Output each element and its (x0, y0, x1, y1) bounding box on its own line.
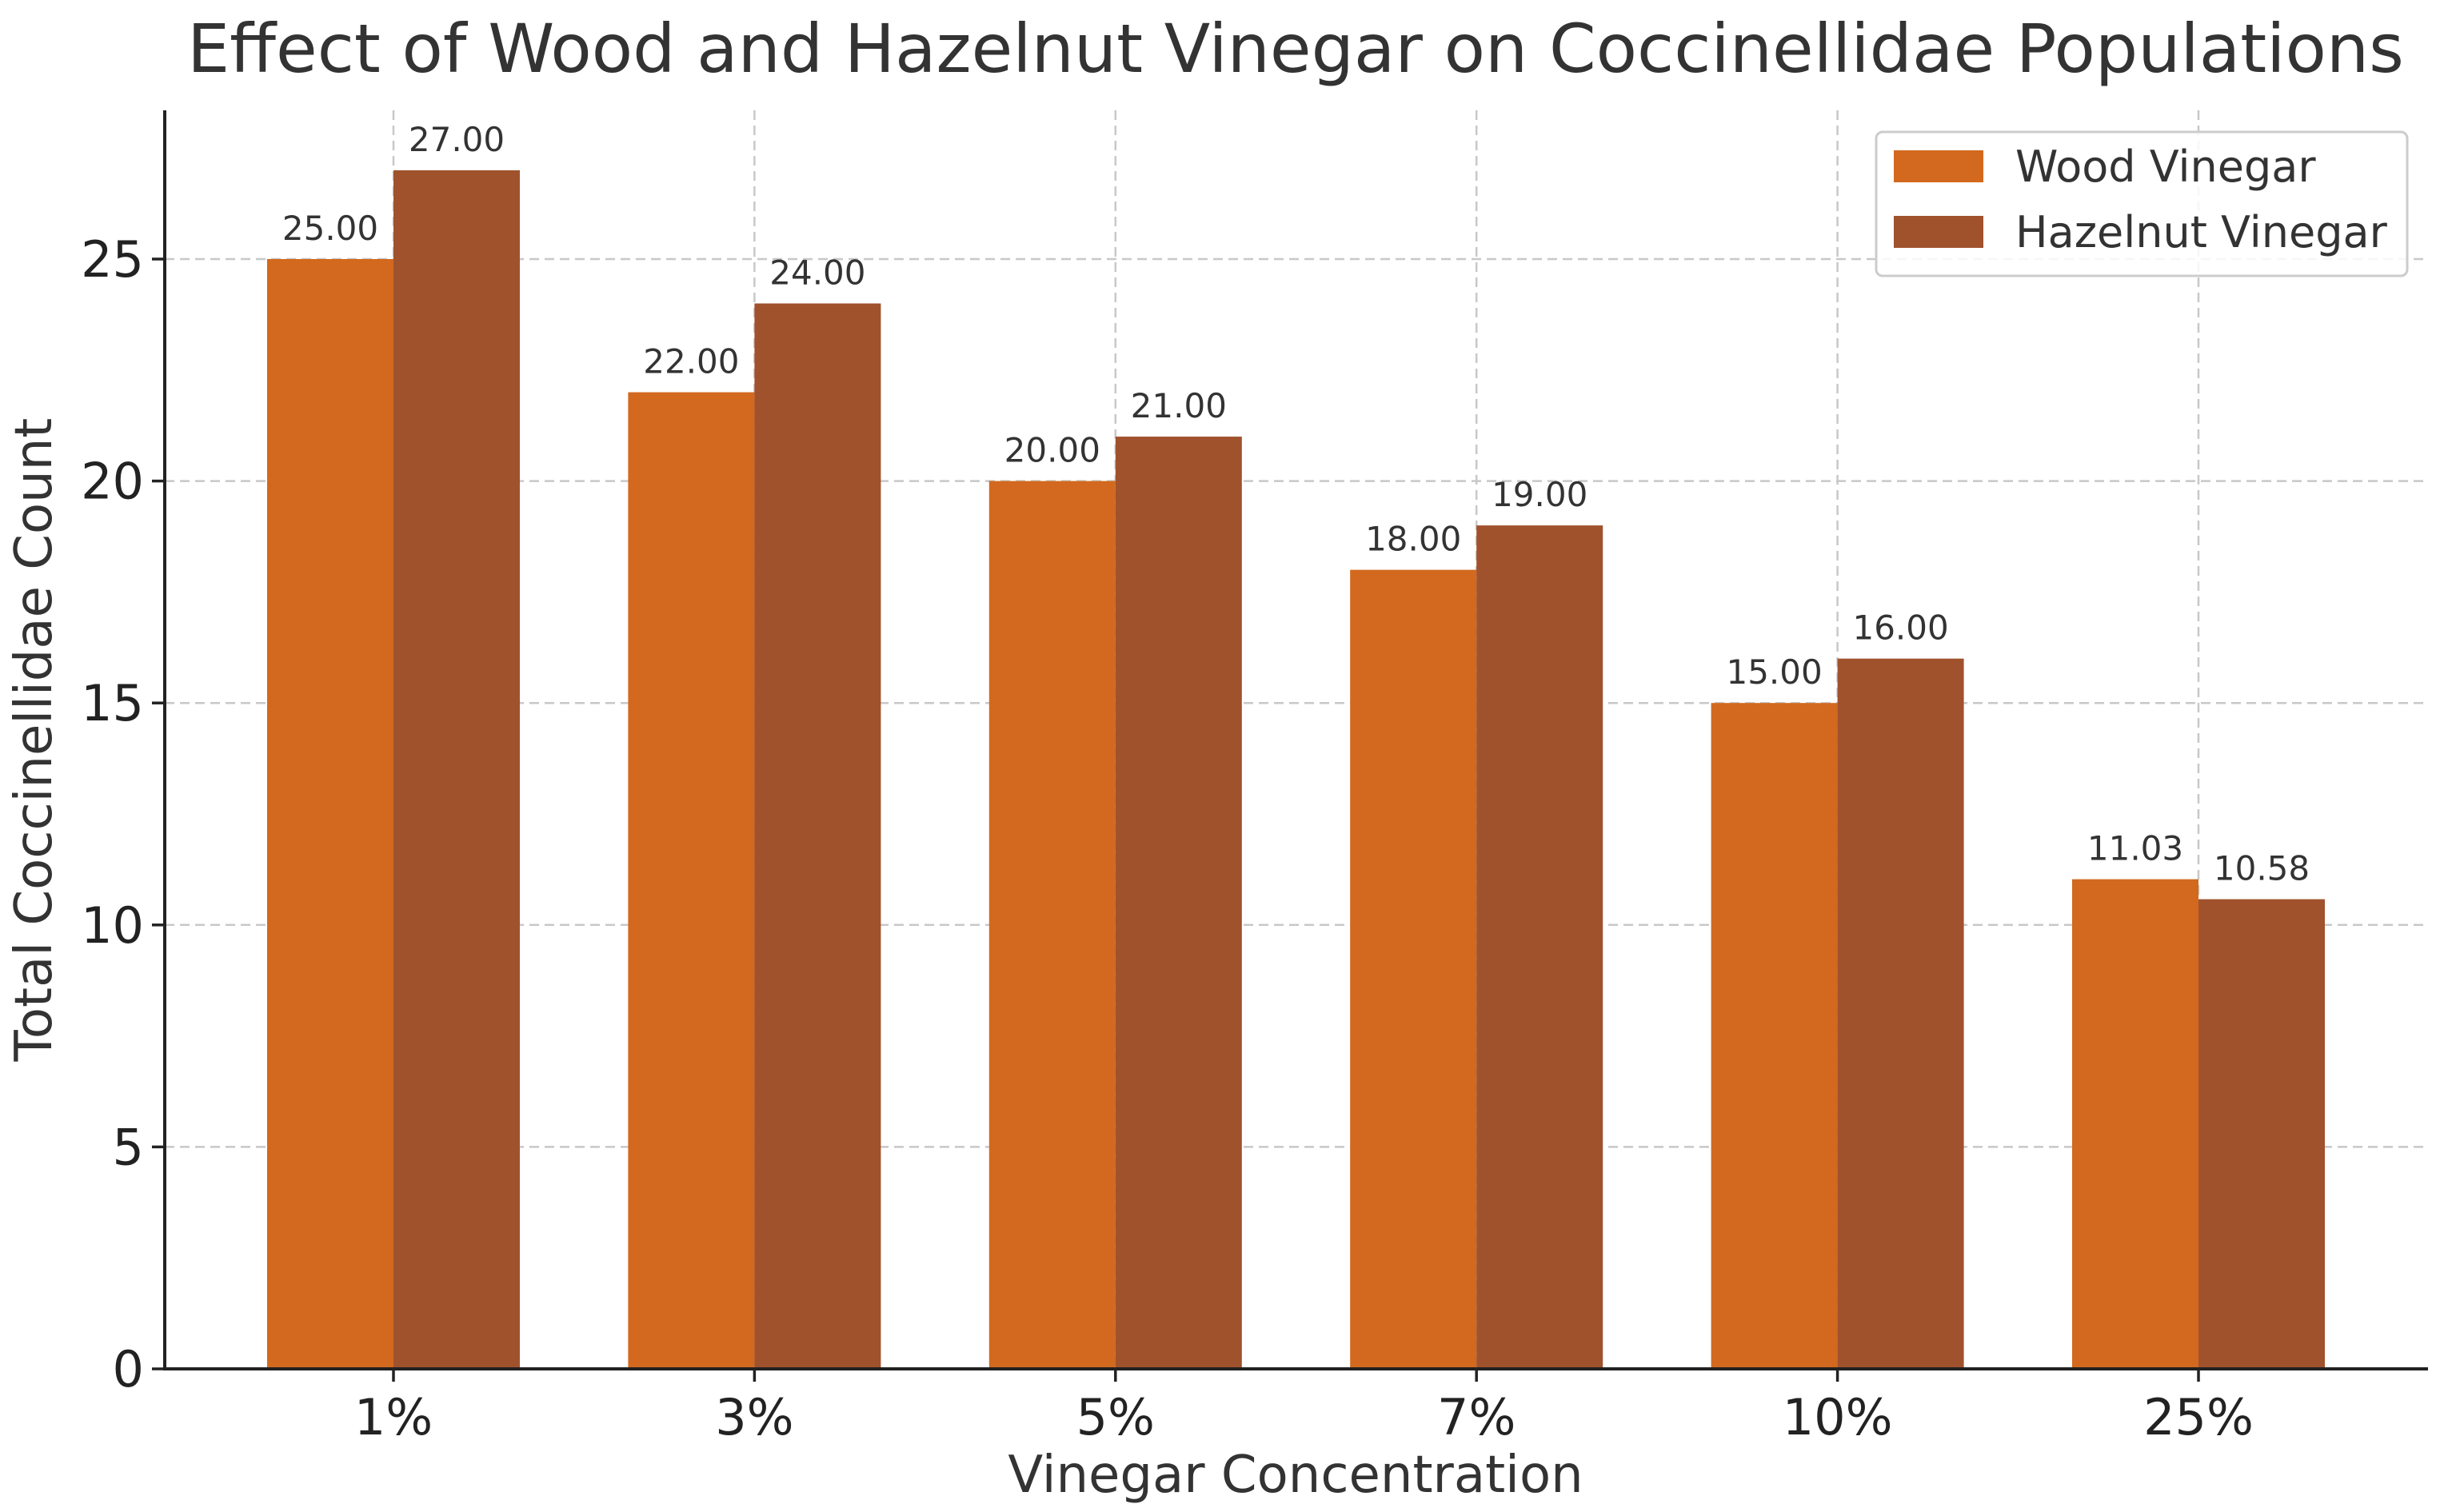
value-label-wood-vinegar: 25.00 (282, 209, 378, 248)
bar-hazelnut-vinegar (754, 303, 881, 1370)
x-tick-label: 25% (2143, 1388, 2254, 1446)
bar-wood-vinegar (267, 258, 393, 1370)
value-labels-layer: 25.00 22.00 20.00 18.00 15.00 11.03 27.00 24.00… (282, 120, 2310, 888)
axes-layer (163, 110, 2428, 1370)
y-tick-label: 10 (81, 896, 144, 955)
legend: Wood Vinegar Hazelnut Vinegar (1875, 130, 2409, 277)
bar-hazelnut-vinegar (393, 170, 520, 1369)
legend-swatch-wood-vinegar (1894, 150, 1983, 182)
value-label-wood-vinegar: 11.03 (2087, 829, 2183, 868)
bar-hazelnut-vinegar (1837, 658, 1964, 1369)
x-tick-label: 5% (1076, 1388, 1155, 1446)
y-tick-label: 15 (81, 674, 144, 732)
bar-hazelnut-vinegar (1476, 525, 1603, 1369)
x-tick-label: 7% (1437, 1388, 1516, 1446)
bar-hazelnut-vinegar (2198, 899, 2325, 1369)
bar-wood-vinegar (628, 392, 755, 1369)
x-axis-title: Vinegar Concentration (1008, 1446, 1583, 1505)
bar-wood-vinegar (1711, 703, 1838, 1369)
value-label-hazelnut-vinegar: 16.00 (1852, 608, 1948, 648)
legend-label-hazelnut-vinegar: Hazelnut Vinegar (2015, 207, 2388, 257)
bar-hazelnut-vinegar (1115, 437, 1242, 1369)
bars-layer (267, 170, 2325, 1370)
x-tick-label: 3% (715, 1388, 793, 1446)
legend-box (1875, 130, 2409, 277)
bar-wood-vinegar (2072, 879, 2198, 1369)
legend-swatch-hazelnut-vinegar (1894, 216, 1983, 248)
bar-wood-vinegar (1350, 569, 1477, 1369)
x-tick-label: 1% (354, 1388, 433, 1446)
ticks-layer: 0 5 10 15 20 25 1% 3% 5% 7% 10% 25% (81, 230, 2254, 1446)
y-tick-label: 5 (113, 1118, 144, 1176)
value-label-hazelnut-vinegar: 19.00 (1492, 475, 1587, 514)
x-tick-label: 10% (1783, 1388, 1893, 1446)
value-label-wood-vinegar: 22.00 (643, 342, 739, 381)
y-tick-label: 20 (81, 453, 144, 511)
value-label-hazelnut-vinegar: 27.00 (409, 120, 505, 159)
value-label-wood-vinegar: 15.00 (1726, 652, 1822, 692)
chart-title: Effect of Wood and Hazelnut Vinegar on C… (187, 10, 2404, 88)
bar-wood-vinegar (988, 481, 1116, 1369)
value-label-hazelnut-vinegar: 24.00 (769, 253, 865, 293)
value-label-wood-vinegar: 18.00 (1365, 520, 1461, 559)
value-label-hazelnut-vinegar: 21.00 (1131, 386, 1227, 425)
y-tick-label: 25 (81, 230, 144, 289)
value-label-wood-vinegar: 20.00 (1004, 431, 1100, 470)
value-label-hazelnut-vinegar: 10.58 (2214, 849, 2310, 888)
y-tick-label: 0 (113, 1340, 144, 1398)
y-axis-title: Total Coccinellidae Count (5, 418, 64, 1063)
legend-label-wood-vinegar: Wood Vinegar (2015, 142, 2316, 192)
